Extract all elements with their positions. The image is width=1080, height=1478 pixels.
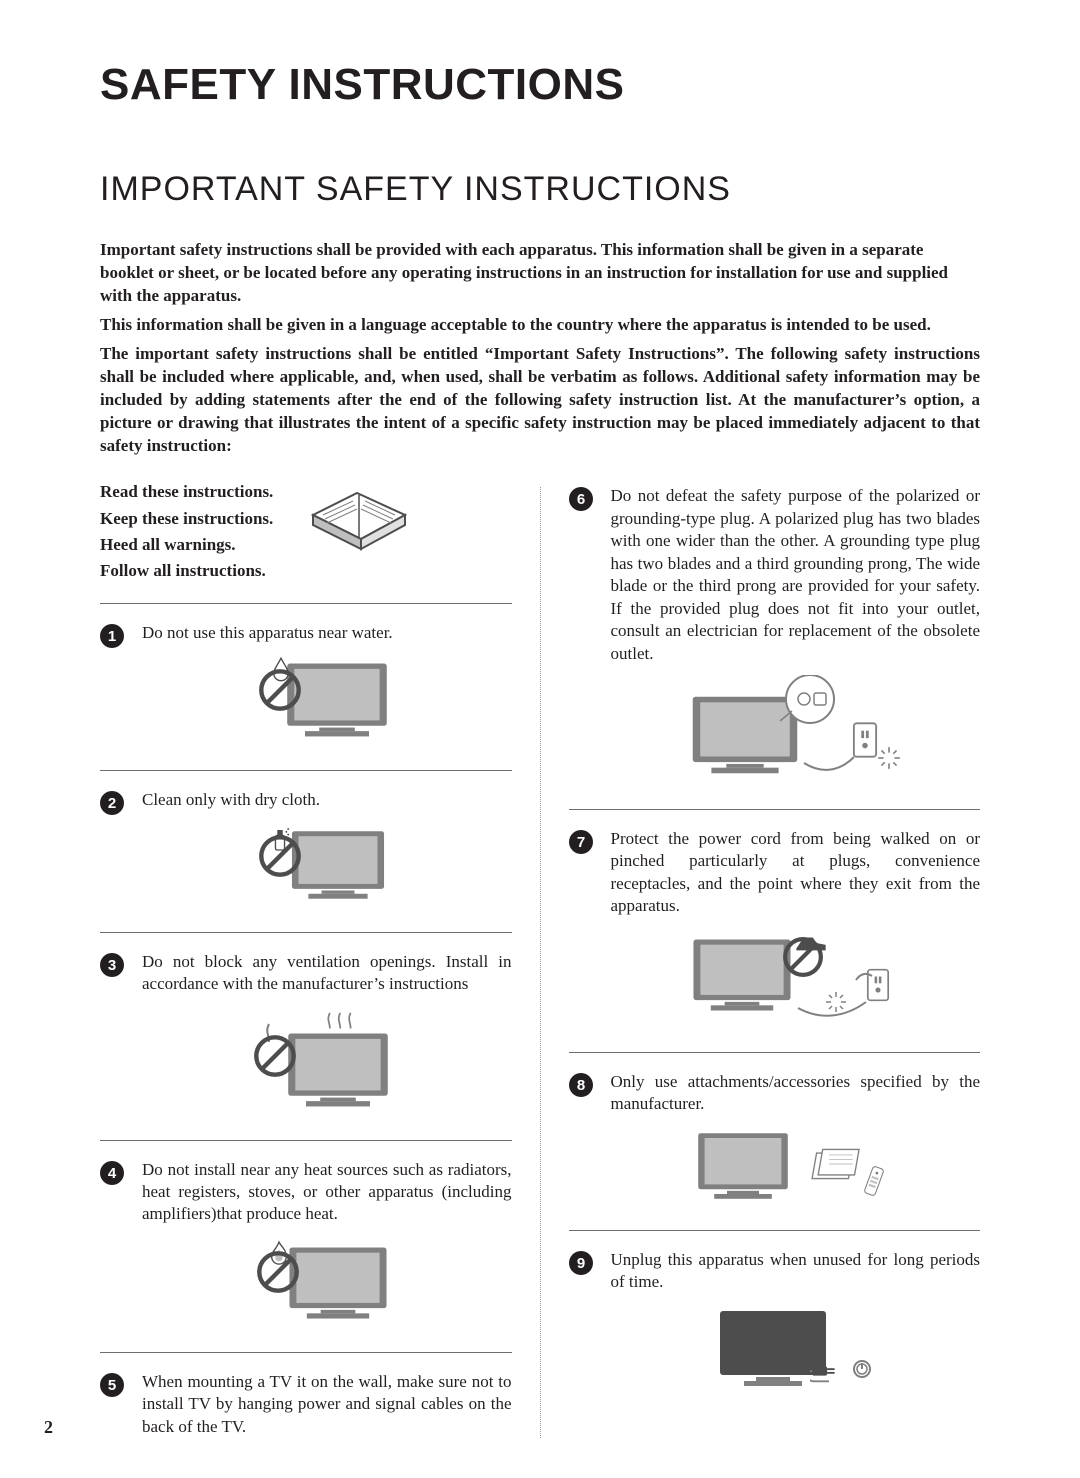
item-6-figure-icon: [611, 675, 981, 785]
svg-text:8: 8: [576, 1077, 584, 1094]
item-7: 7 Protect the power cord from being walk…: [569, 828, 981, 1034]
item-6-text: Do not defeat the safety purpose of the …: [611, 485, 981, 665]
item-9: 9 Unplug this apparatus when unused for …: [569, 1249, 981, 1396]
column-divider: [540, 487, 541, 1438]
left-column: Read these instructions. Keep these inst…: [100, 479, 512, 1438]
item-2-figure-icon: [142, 822, 512, 908]
item-2: 2 Clean only with dry cloth.: [100, 789, 512, 913]
rule: [569, 1052, 981, 1053]
svg-text:6: 6: [576, 491, 584, 508]
badge-9-icon: 9: [569, 1251, 593, 1275]
head-lines: Read these instructions. Keep these inst…: [100, 479, 273, 584]
svg-text:7: 7: [576, 834, 584, 851]
rule: [100, 932, 512, 933]
badge-8-icon: 8: [569, 1073, 593, 1097]
item-8-text: Only use attachments/accessories specifi…: [611, 1071, 981, 1116]
item-1-text: Do not use this apparatus near water.: [142, 622, 512, 644]
svg-text:1: 1: [108, 628, 116, 645]
head-instructions: Read these instructions. Keep these inst…: [100, 479, 512, 584]
right-column: 6 Do not defeat the safety purpose of th…: [569, 479, 981, 1438]
rule: [569, 809, 981, 810]
head-l1: Read these instructions.: [100, 479, 273, 505]
badge-3-icon: 3: [100, 953, 124, 977]
intro-block: Important safety instructions shall be p…: [100, 239, 980, 457]
badge-1-icon: 1: [100, 624, 124, 648]
rule: [100, 1352, 512, 1353]
item-3: 3 Do not block any ventilation openings.…: [100, 951, 512, 1122]
item-9-figure-icon: [611, 1303, 981, 1389]
item-6: 6 Do not defeat the safety purpose of th…: [569, 485, 981, 791]
intro-p2: This information shall be given in a lan…: [100, 314, 980, 337]
head-l4: Follow all instructions.: [100, 558, 273, 584]
badge-2-icon: 2: [100, 791, 124, 815]
rule: [100, 603, 512, 604]
svg-text:3: 3: [108, 957, 116, 974]
badge-7-icon: 7: [569, 830, 593, 854]
item-7-text: Protect the power cord from being walked…: [611, 828, 981, 918]
item-5-text: When mounting a TV it on the wall, make …: [142, 1371, 512, 1438]
head-l2: Keep these instructions.: [100, 506, 273, 532]
item-4-figure-icon: [142, 1236, 512, 1328]
item-3-figure-icon: [142, 1006, 512, 1116]
item-3-text: Do not block any ventilation openings. I…: [142, 951, 512, 996]
item-9-text: Unplug this apparatus when unused for lo…: [611, 1249, 981, 1294]
item-1-figure-icon: [142, 654, 512, 746]
svg-text:4: 4: [108, 1165, 117, 1182]
intro-p3: The important safety instructions shall …: [100, 343, 980, 458]
item-4-text: Do not install near any heat sources suc…: [142, 1159, 512, 1226]
intro-p1: Important safety instructions shall be p…: [100, 239, 980, 308]
item-1: 1 Do not use this apparatus near water.: [100, 622, 512, 752]
item-7-figure-icon: [611, 928, 981, 1028]
rule: [569, 1230, 981, 1231]
svg-text:2: 2: [108, 795, 116, 812]
manual-book-icon: [299, 479, 419, 565]
page-number: 2: [44, 1417, 53, 1438]
badge-5-icon: 5: [100, 1373, 124, 1397]
rule: [100, 770, 512, 771]
badge-4-icon: 4: [100, 1161, 124, 1185]
columns: Read these instructions. Keep these inst…: [100, 479, 980, 1438]
main-title: SAFETY INSTRUCTIONS: [100, 60, 980, 110]
page: SAFETY INSTRUCTIONS IMPORTANT SAFETY INS…: [0, 0, 1080, 1478]
item-8: 8 Only use attachments/accessories speci…: [569, 1071, 981, 1212]
svg-text:9: 9: [576, 1255, 584, 1272]
rule: [100, 1140, 512, 1141]
item-2-text: Clean only with dry cloth.: [142, 789, 512, 811]
item-5: 5 When mounting a TV it on the wall, mak…: [100, 1371, 512, 1438]
section-title: IMPORTANT SAFETY INSTRUCTIONS: [100, 170, 980, 209]
item-8-figure-icon: [611, 1126, 981, 1206]
head-l3: Heed all warnings.: [100, 532, 273, 558]
item-4: 4 Do not install near any heat sources s…: [100, 1159, 512, 1334]
svg-text:5: 5: [108, 1377, 116, 1394]
badge-6-icon: 6: [569, 487, 593, 511]
